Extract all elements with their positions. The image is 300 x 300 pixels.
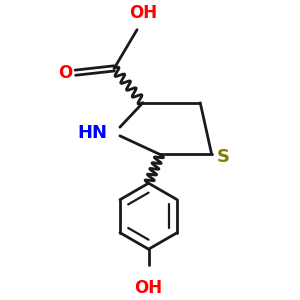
Text: OH: OH [134,279,163,297]
Text: S: S [217,148,230,166]
Text: O: O [58,64,73,82]
Text: HN: HN [78,124,108,142]
Text: OH: OH [129,4,157,22]
